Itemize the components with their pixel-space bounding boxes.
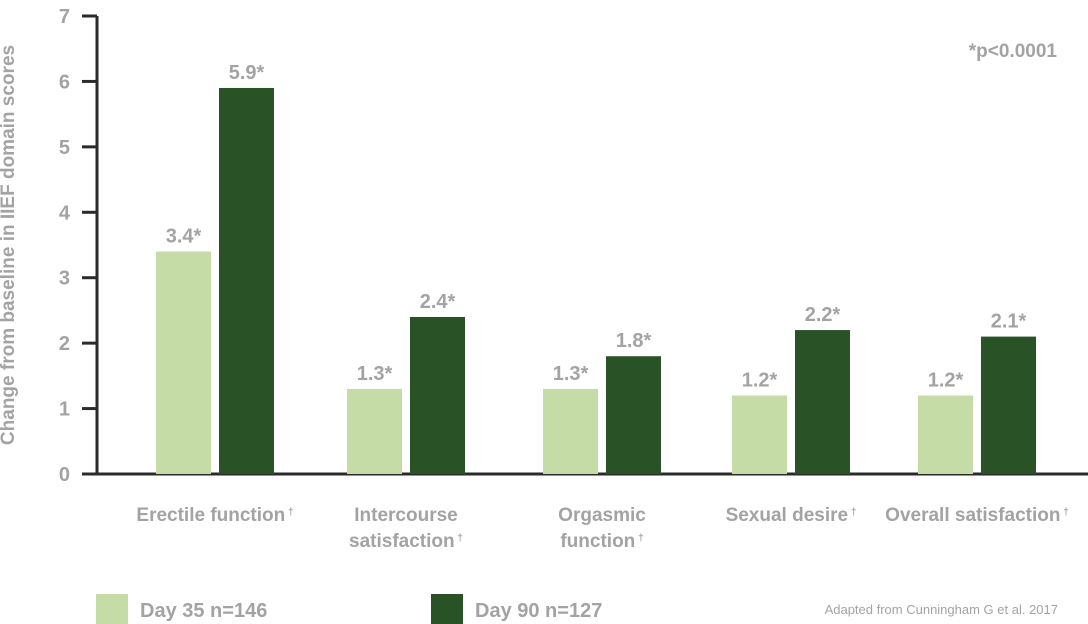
data-label: 1.2* [742,369,778,391]
bar-day35 [156,251,211,474]
data-label: 2.1* [991,311,1027,333]
legend-label: Day 35 n=146 [140,600,267,622]
data-label: 3.4* [166,226,202,248]
data-label: 5.9* [229,62,265,84]
y-tick-label: 1 [59,399,70,421]
category-label: Sexual desire † [726,505,857,526]
bar-day90 [410,316,465,474]
legend-swatch [431,594,463,624]
legend-label: Day 90 n=127 [475,600,602,622]
y-tick-label: 0 [59,464,70,486]
bar-day35 [918,395,973,474]
category-label: function † [560,531,643,552]
data-label: 1.3* [357,363,393,385]
category-label: Intercourse [354,505,457,526]
y-tick-label: 2 [59,333,70,355]
bar-day35 [732,395,787,474]
category-label: Overall satisfaction † [885,505,1069,526]
category-label: satisfaction † [349,531,463,552]
bar-day90 [606,356,661,474]
category-label: Erectile function † [136,505,293,526]
y-tick-label: 3 [59,268,70,290]
source-note: Adapted from Cunningham G et al. 2017 [825,602,1058,617]
y-axis-label: Change from baseline in IIEF domain scor… [0,45,19,445]
data-label: 1.3* [553,363,589,385]
data-label: 1.2* [928,369,964,391]
bar-day35 [543,388,598,474]
y-tick-label: 7 [59,6,70,28]
bar-day90 [795,330,850,474]
data-label: 2.2* [805,304,841,326]
y-tick-label: 5 [59,137,70,159]
bar-day35 [347,388,402,474]
y-tick-label: 6 [59,71,70,93]
y-tick-label: 4 [59,202,71,224]
bar-day90 [219,87,274,474]
legend-swatch [96,594,128,624]
category-label: Orgasmic [558,505,646,526]
bar-day90 [981,336,1036,474]
significance-note: *p<0.0001 [969,41,1058,62]
data-label: 1.8* [616,330,652,352]
data-label: 2.4* [420,291,456,313]
